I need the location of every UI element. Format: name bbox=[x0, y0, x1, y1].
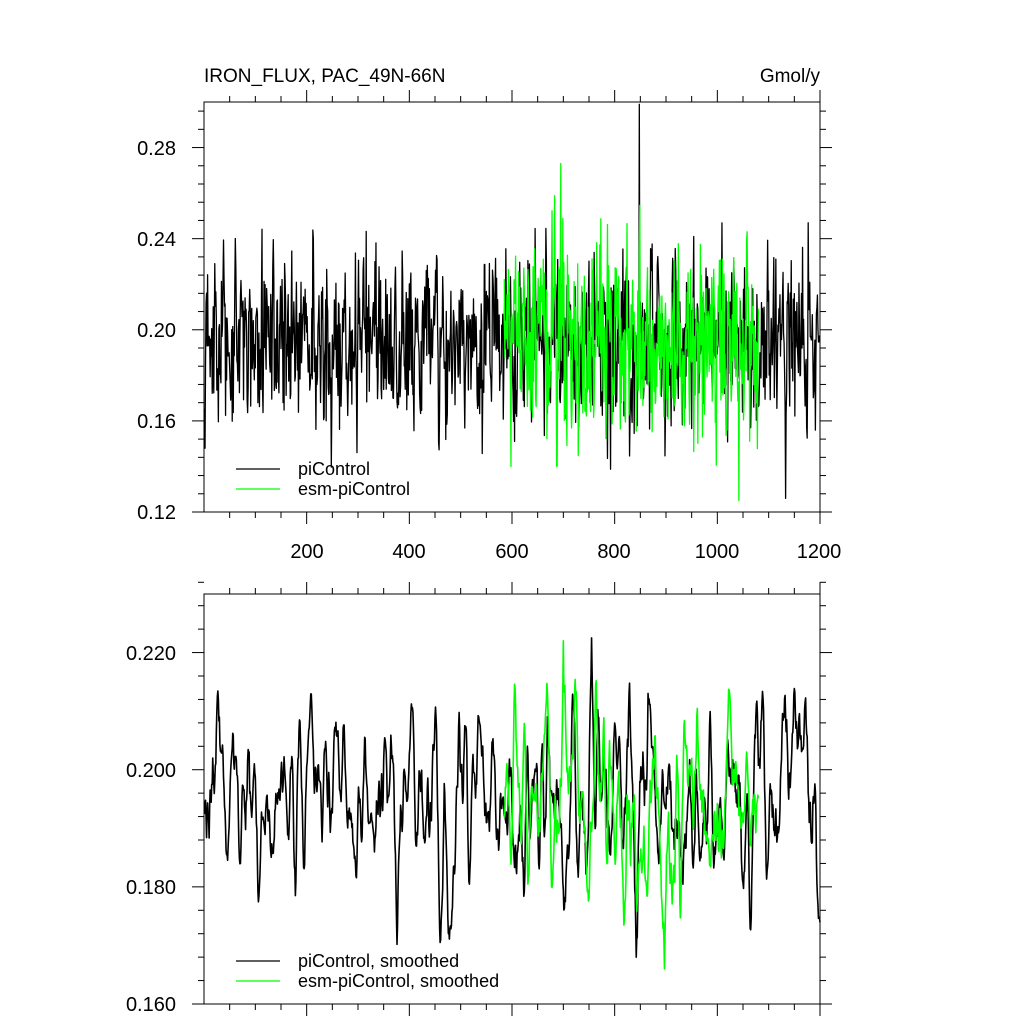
top-y-tick-label: 0.16 bbox=[137, 411, 176, 433]
top-series-line-esm-picontrol bbox=[503, 162, 760, 502]
top-chart-units: Gmol/y bbox=[760, 66, 821, 87]
bottom-y-tick-label: 0.180 bbox=[126, 877, 176, 899]
top-chart-title: IRON_FLUX, PAC_49N-66N bbox=[204, 66, 445, 87]
legend-label-esm-picontrol-smoothed: esm-piControl, smoothed bbox=[298, 971, 499, 991]
x-tick-label: 600 bbox=[495, 541, 528, 563]
x-tick-label: 1000 bbox=[695, 541, 740, 563]
x-tick-label: 800 bbox=[597, 541, 630, 563]
bottom-y-tick-label: 0.200 bbox=[126, 760, 176, 782]
bottom-legend: piControl, smoothed esm-piControl, smoot… bbox=[236, 951, 499, 991]
top-y-tick-label: 0.28 bbox=[137, 138, 176, 160]
legend-label-esm-picontrol: esm-piControl bbox=[298, 479, 410, 499]
bottom-panel: 0.160 0.180 0.200 0.220 piControl, smoot… bbox=[126, 581, 832, 1016]
top-legend: piControl esm-piControl bbox=[236, 459, 410, 499]
top-ticks bbox=[192, 90, 832, 524]
x-tick-label: 1200 bbox=[797, 541, 842, 563]
top-panel: IRON_FLUX, PAC_49N-66N Gmol/y 0.12 0.16 … bbox=[137, 66, 841, 563]
top-y-tick-label: 0.24 bbox=[137, 229, 176, 251]
bottom-plot-lines bbox=[203, 637, 821, 970]
top-y-tick-label: 0.12 bbox=[137, 502, 176, 524]
top-plot-lines bbox=[203, 103, 821, 502]
top-series-line-picontrol bbox=[203, 103, 821, 499]
legend-label-picontrol: piControl bbox=[298, 459, 370, 479]
x-tick-label: 200 bbox=[290, 541, 323, 563]
top-y-tick-label: 0.20 bbox=[137, 320, 176, 342]
bottom-y-tick-label: 0.160 bbox=[126, 994, 176, 1016]
x-tick-label: 400 bbox=[392, 541, 425, 563]
bottom-y-tick-label: 0.220 bbox=[126, 643, 176, 665]
legend-label-picontrol-smoothed: piControl, smoothed bbox=[298, 951, 459, 971]
bottom-series-line-esm-picontrol-smoothed bbox=[503, 640, 760, 970]
bottom-ticks bbox=[192, 581, 832, 1016]
